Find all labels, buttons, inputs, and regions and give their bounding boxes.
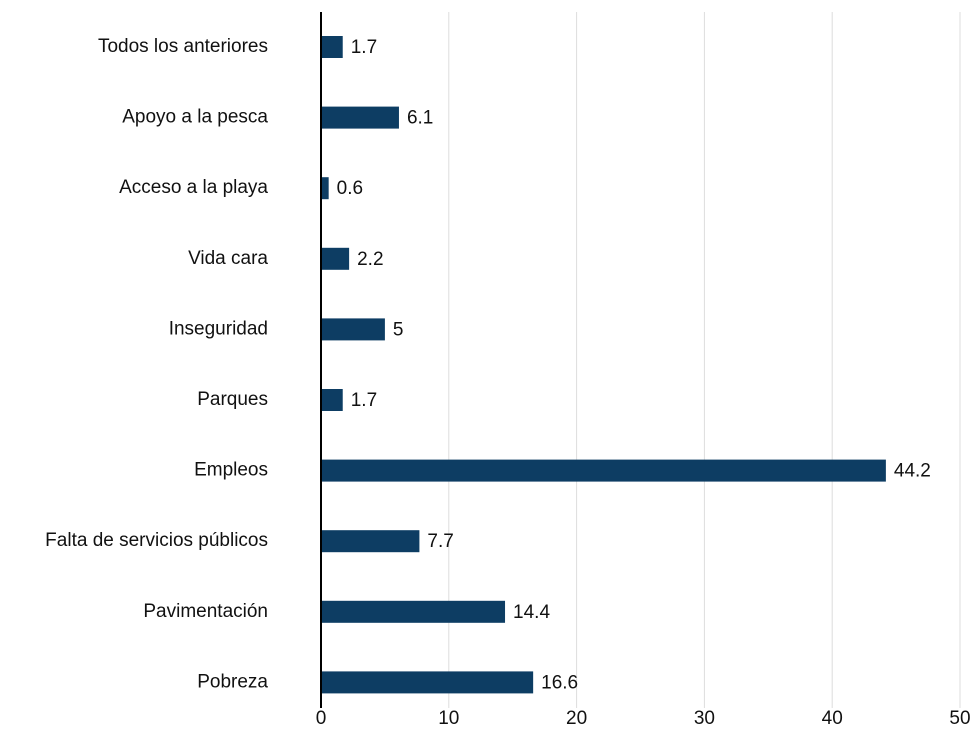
y-tick-label: Parques xyxy=(197,389,268,410)
data-label: 16.6 xyxy=(541,672,578,693)
data-label: 7.7 xyxy=(427,531,453,552)
data-label: 5 xyxy=(393,319,404,340)
bar xyxy=(321,247,350,270)
x-tick-label: 20 xyxy=(566,708,587,729)
x-tick-label: 50 xyxy=(949,708,970,729)
bar xyxy=(321,459,886,482)
bar xyxy=(321,389,343,411)
data-label: 44.2 xyxy=(894,461,931,482)
bar xyxy=(321,318,385,341)
data-label: 1.7 xyxy=(351,390,377,411)
x-tick-label: 0 xyxy=(316,708,327,729)
bar xyxy=(321,671,534,694)
bar xyxy=(321,36,343,58)
y-tick-label: Apoyo a la pesca xyxy=(122,107,268,128)
y-tick-label: Empleos xyxy=(194,460,268,481)
x-tick-label: 40 xyxy=(822,708,843,729)
y-tick-label: Pavimentación xyxy=(143,601,268,622)
y-tick-label: Acceso a la playa xyxy=(119,177,268,198)
y-tick-label: Pobreza xyxy=(197,671,268,692)
data-label: 6.1 xyxy=(407,108,433,129)
y-tick-label: Falta de servicios públicos xyxy=(45,530,268,551)
data-label: 0.6 xyxy=(337,178,363,199)
x-tick-label: 30 xyxy=(694,708,715,729)
y-tick-label: Todos los anteriores xyxy=(98,36,268,57)
bar xyxy=(321,600,506,623)
bar xyxy=(321,106,399,129)
data-label: 14.4 xyxy=(513,602,550,623)
y-tick-label: Inseguridad xyxy=(169,318,268,339)
y-tick-label: Vida cara xyxy=(188,248,268,269)
bar xyxy=(321,177,329,200)
bar xyxy=(321,530,420,553)
data-label: 2.2 xyxy=(357,249,383,270)
x-tick-label: 10 xyxy=(438,708,459,729)
data-label: 1.7 xyxy=(351,37,377,58)
